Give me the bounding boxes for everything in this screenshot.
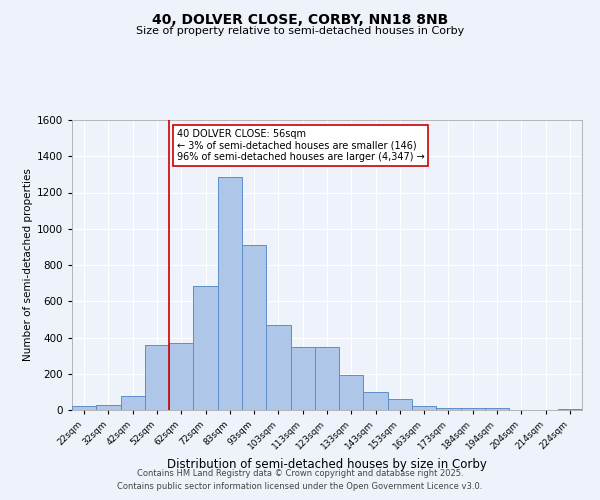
Bar [461, 408, 485, 410]
Bar [290, 346, 315, 410]
Bar [266, 325, 290, 410]
Bar [193, 286, 218, 410]
Bar [145, 345, 169, 410]
Bar [242, 245, 266, 410]
Bar [412, 406, 436, 410]
Text: Size of property relative to semi-detached houses in Corby: Size of property relative to semi-detach… [136, 26, 464, 36]
Bar [388, 399, 412, 410]
Bar [121, 396, 145, 410]
Text: Contains HM Land Registry data © Crown copyright and database right 2025.: Contains HM Land Registry data © Crown c… [137, 468, 463, 477]
Text: Contains public sector information licensed under the Open Government Licence v3: Contains public sector information licen… [118, 482, 482, 491]
Text: 40 DOLVER CLOSE: 56sqm
← 3% of semi-detached houses are smaller (146)
96% of sem: 40 DOLVER CLOSE: 56sqm ← 3% of semi-deta… [176, 128, 424, 162]
Bar [485, 408, 509, 410]
Bar [218, 177, 242, 410]
Bar [364, 392, 388, 410]
Text: 40, DOLVER CLOSE, CORBY, NN18 8NB: 40, DOLVER CLOSE, CORBY, NN18 8NB [152, 12, 448, 26]
Bar [436, 408, 461, 410]
Bar [339, 374, 364, 410]
Bar [96, 406, 121, 410]
Y-axis label: Number of semi-detached properties: Number of semi-detached properties [23, 168, 32, 362]
X-axis label: Distribution of semi-detached houses by size in Corby: Distribution of semi-detached houses by … [167, 458, 487, 471]
Bar [169, 343, 193, 410]
Bar [315, 346, 339, 410]
Bar [72, 406, 96, 410]
Bar [558, 409, 582, 410]
